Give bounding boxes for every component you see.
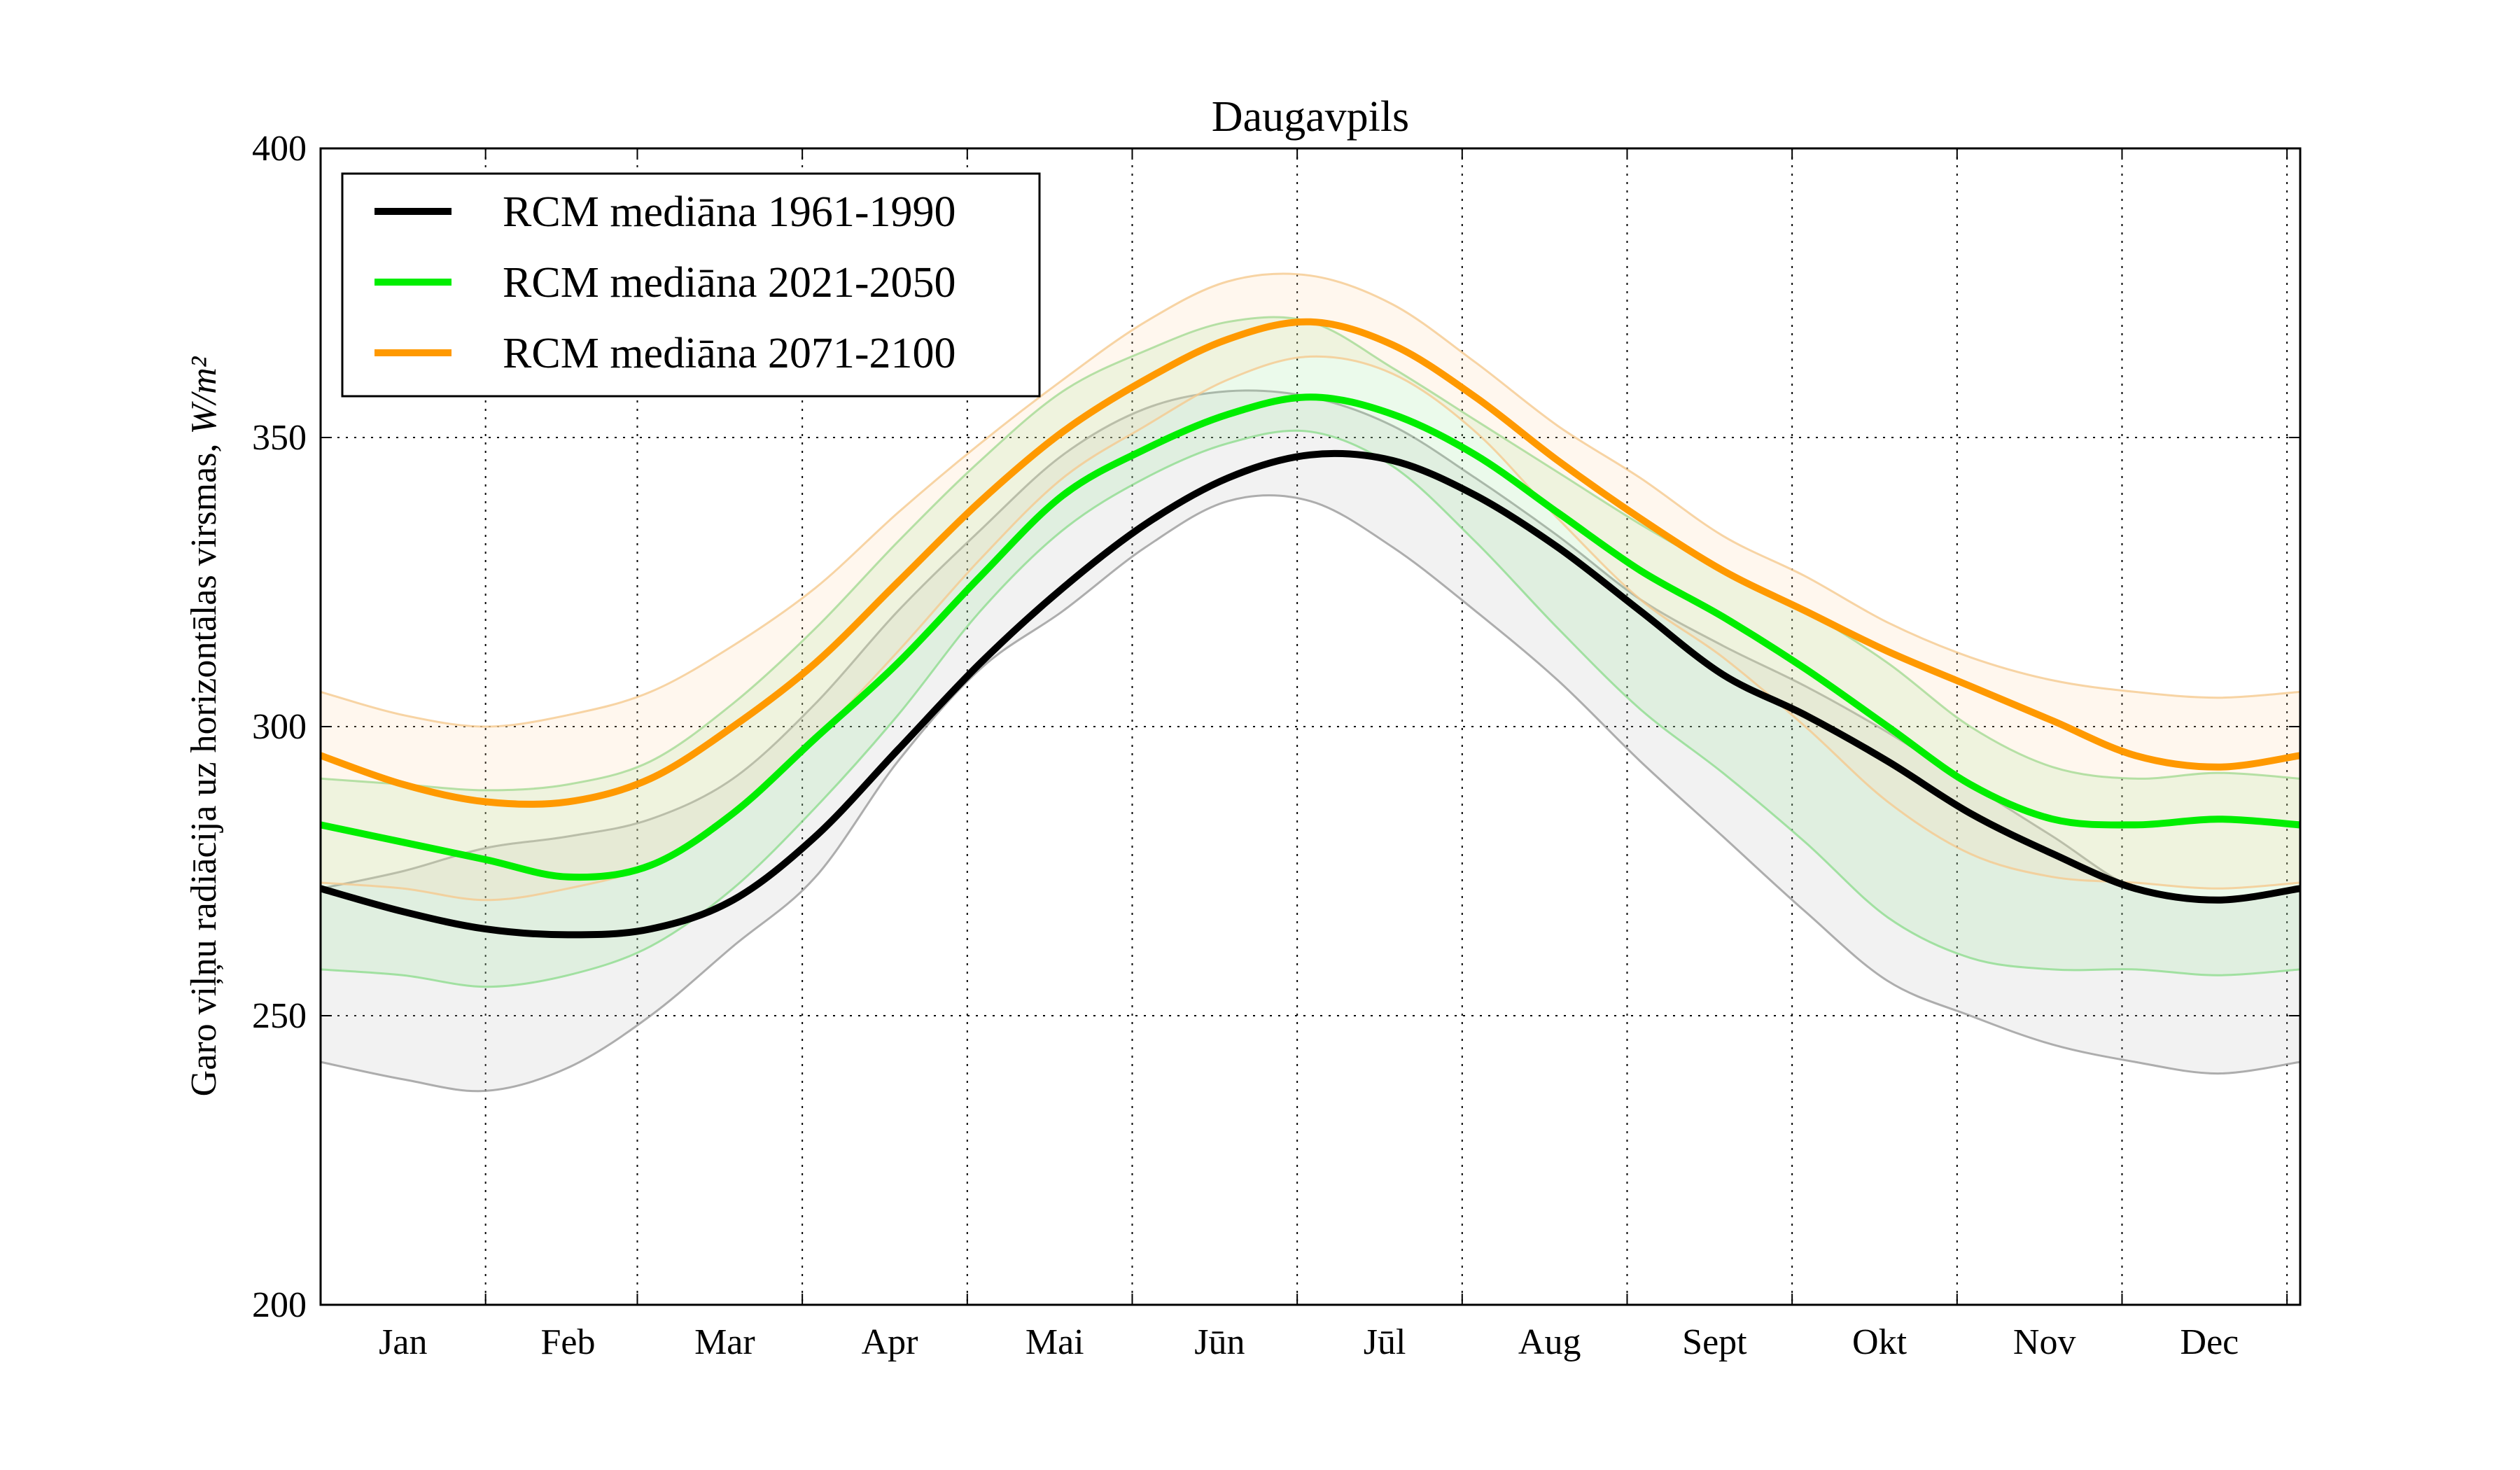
y-axis-unit: W/m²: [184, 356, 224, 434]
legend-label-3: RCM mediāna 2071-2100: [503, 330, 956, 377]
x-tick-label: Mai: [1026, 1322, 1084, 1362]
y-axis-title: Garo viļņu radiācija uz horizontālas vir…: [184, 356, 224, 1096]
y-tick-label: 350: [252, 418, 307, 458]
x-tick-label: Sept: [1682, 1322, 1747, 1362]
y-axis-label: Garo viļņu radiācija uz horizontālas vir…: [184, 444, 224, 1097]
x-tick-label: Aug: [1518, 1322, 1581, 1362]
series-band-3: [321, 273, 2300, 900]
x-tick-label: Jūl: [1364, 1322, 1406, 1362]
x-tick-label: Feb: [541, 1322, 596, 1362]
series-band-lower-1: [320, 494, 2301, 1093]
x-tick-label: Nov: [2013, 1322, 2076, 1362]
series-line-1: [319, 449, 2301, 939]
y-tick-label: 400: [252, 129, 307, 169]
y-tick-label: 250: [252, 996, 307, 1036]
x-tick-label: Apr: [862, 1322, 918, 1362]
x-tick-label: Dec: [2180, 1322, 2239, 1362]
chart-title: Daugavpils: [1212, 93, 1409, 141]
x-tick-label: Jan: [379, 1322, 427, 1362]
axis-ticks: 200 250 300 350 400 Jan Feb Mar Apr Mai Jūn Jūl Aug S…: [252, 129, 2300, 1362]
series-band-lower-2: [320, 429, 2301, 988]
x-tick-label: Mar: [694, 1322, 755, 1362]
series-line-3: [319, 318, 2301, 808]
legend: RCM mediāna 1961-1990 RCM mediāna 2021-20…: [341, 172, 1041, 398]
y-tick-label: 200: [252, 1285, 307, 1325]
series-line-2: [319, 393, 2301, 881]
series-lines: [319, 318, 2301, 939]
x-tick-label: Jūn: [1194, 1322, 1245, 1362]
series-band-upper-3: [320, 272, 2301, 728]
y-tick-label: 300: [252, 707, 307, 747]
series-band-2: [321, 317, 2300, 987]
legend-label-1: RCM mediāna 1961-1990: [503, 188, 956, 236]
x-tick-label: Okt: [1852, 1322, 1907, 1362]
legend-label-2: RCM mediāna 2021-2050: [503, 259, 956, 307]
legend-box: [341, 172, 1041, 398]
series-band-1: [321, 390, 2300, 1091]
